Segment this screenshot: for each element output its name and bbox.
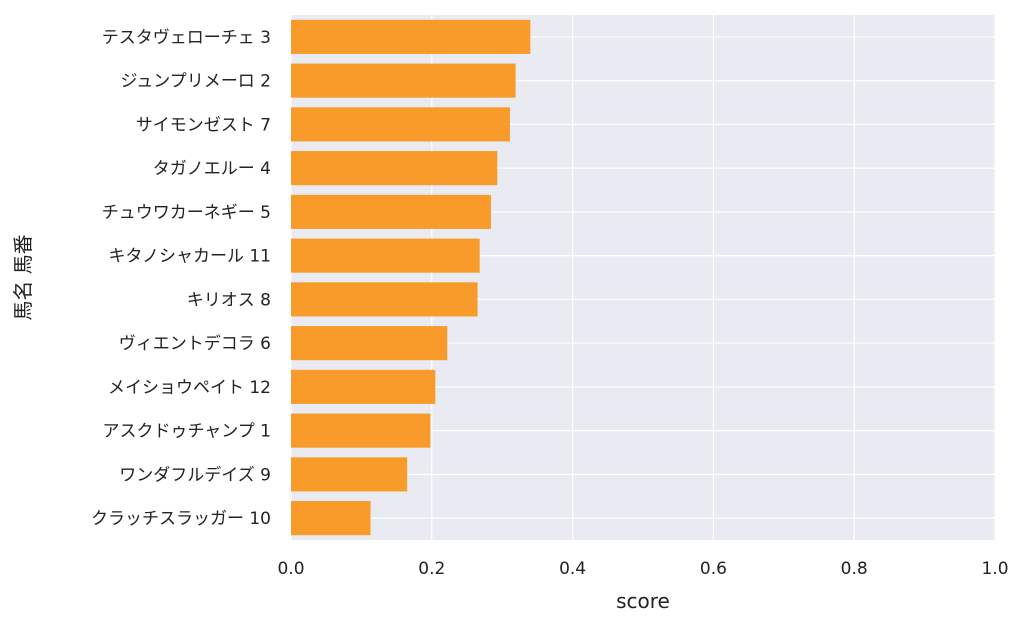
x-tick-label: 0.8 xyxy=(841,559,868,579)
bar xyxy=(291,238,480,273)
x-tick-label: 0.4 xyxy=(559,559,586,579)
bar xyxy=(291,194,491,229)
y-tick-label: ワンダフルデイズ 9 xyxy=(119,464,271,485)
y-tick-label: キタノシャカール 11 xyxy=(108,247,271,267)
x-tick-labels: 0.0 0.2 0.4 0.6 0.8 1.0 xyxy=(277,559,1008,579)
bar xyxy=(291,501,371,536)
x-tick-label: 0.6 xyxy=(700,559,727,579)
bar xyxy=(291,413,431,448)
y-tick-label: ヴィエントデコラ 6 xyxy=(119,333,271,354)
y-tick-label: チュウワカーネギー 5 xyxy=(102,203,271,223)
bar xyxy=(291,107,510,142)
y-tick-labels: テスタヴェローチェ 3 ジュンプリメーロ 2 サイモンゼスト 7 タガノエルー 4 チュ… xyxy=(91,28,271,529)
y-tick-label: タガノエルー 4 xyxy=(153,159,271,179)
y-tick-label: メイショウペイト 12 xyxy=(108,378,271,398)
bar xyxy=(291,63,516,98)
y-tick-label: アスクドゥチャンプ 1 xyxy=(102,422,271,442)
y-tick-label: サイモンゼスト 7 xyxy=(136,115,271,135)
y-tick-label: ジュンプリメーロ 2 xyxy=(120,72,271,92)
bar xyxy=(291,19,531,54)
plot-area xyxy=(291,15,995,540)
x-tick-label: 0.2 xyxy=(418,559,445,579)
x-tick-label: 1.0 xyxy=(981,559,1008,579)
bar xyxy=(291,457,408,492)
bar xyxy=(291,369,436,404)
x-tick-label: 0.0 xyxy=(277,559,304,579)
bars xyxy=(291,19,531,536)
y-axis-label: 馬名 馬番 xyxy=(11,234,35,320)
bar xyxy=(291,326,448,361)
bar xyxy=(291,151,498,186)
y-tick-label: キリオス 8 xyxy=(187,290,271,310)
y-tick-label: テスタヴェローチェ 3 xyxy=(102,28,271,48)
bar xyxy=(291,282,478,317)
x-axis-label: score xyxy=(616,589,670,613)
y-tick-label: クラッチスラッガー 10 xyxy=(91,509,271,529)
